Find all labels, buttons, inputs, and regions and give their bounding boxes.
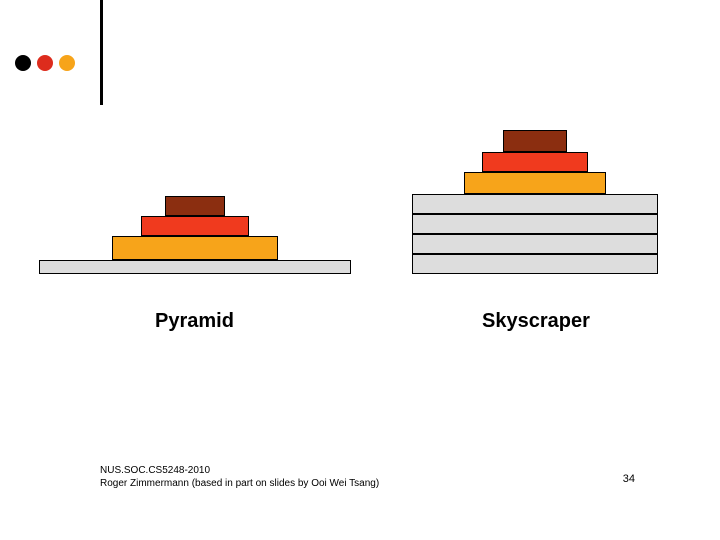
bullet-dot: [59, 55, 75, 71]
bullet-dot: [15, 55, 31, 71]
skyscraper-label: Skyscraper: [482, 310, 590, 333]
slide-bullets: [15, 55, 75, 71]
layer-block: [412, 254, 658, 274]
vertical-divider: [100, 0, 103, 105]
layer-block: [112, 236, 278, 260]
pyramid-label: Pyramid: [155, 310, 234, 333]
layer-block: [464, 172, 606, 194]
layer-block: [412, 214, 658, 234]
footer-text: NUS.SOC.CS5248-2010 Roger Zimmermann (ba…: [100, 464, 379, 490]
layer-block: [412, 194, 658, 214]
layer-block: [39, 260, 351, 274]
diagram-area: [0, 130, 720, 300]
footer-line2: Roger Zimmermann (based in part on slide…: [100, 477, 379, 490]
layer-block: [165, 196, 225, 216]
footer-line1: NUS.SOC.CS5248-2010: [100, 464, 379, 477]
layer-block: [482, 152, 588, 172]
layer-block: [412, 234, 658, 254]
bullet-dot: [37, 55, 53, 71]
layer-block: [503, 130, 567, 152]
layer-block: [141, 216, 249, 236]
page-number: 34: [623, 473, 635, 485]
